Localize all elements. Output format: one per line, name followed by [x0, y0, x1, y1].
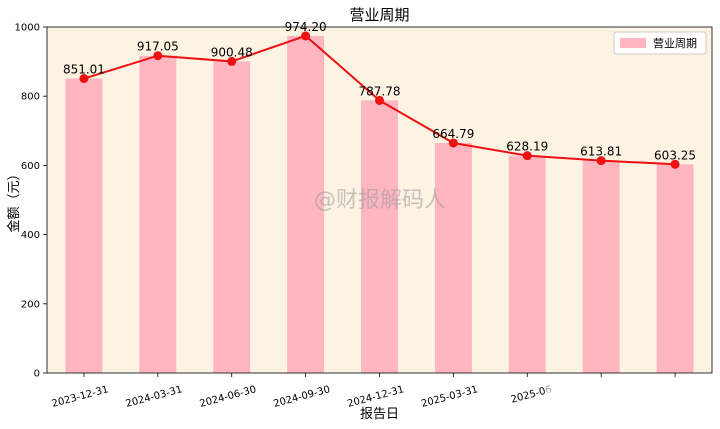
watermark-text: @财报解码人	[314, 188, 446, 213]
y-tick-label: 0	[34, 369, 40, 380]
line-series	[79, 31, 680, 169]
x-axis-title: 报告日	[360, 407, 399, 422]
x-tick-label: 2025-03-31	[420, 384, 479, 410]
legend-label: 营业周期	[653, 36, 697, 50]
bar	[65, 78, 103, 373]
bar	[582, 160, 620, 373]
data-point	[153, 51, 163, 61]
bar	[434, 142, 472, 373]
legend-swatch	[620, 38, 646, 48]
chart-title: 营业周期	[349, 6, 409, 24]
x-tick-label: 2024-09-30	[272, 384, 331, 410]
data-point	[301, 31, 311, 41]
data-label: 628.19	[506, 140, 548, 154]
x-tick-label: 2024-03-31	[125, 384, 184, 410]
y-tick-label: 400	[21, 230, 40, 241]
data-point	[448, 138, 458, 148]
y-axis-title: 金额（元）	[6, 167, 22, 232]
data-point	[522, 151, 532, 161]
data-point	[670, 159, 680, 169]
data-label: 613.81	[580, 145, 622, 159]
data-point	[79, 74, 89, 84]
bar	[287, 35, 325, 374]
bar	[508, 155, 546, 373]
data-label: 603.25	[654, 148, 696, 162]
data-label: 917.05	[137, 40, 179, 54]
data-label: 787.78	[359, 84, 401, 98]
data-point	[375, 95, 384, 105]
bar-series	[65, 35, 694, 374]
data-label: 664.79	[432, 127, 474, 141]
x-tick-label: 2023-12-31	[51, 384, 110, 410]
y-axis: 0 200 400 600 800 1000	[15, 23, 47, 380]
legend: 营业周期	[613, 31, 707, 55]
y-tick-label: 1000	[15, 23, 40, 34]
data-point	[227, 56, 237, 66]
y-tick-label: 800	[21, 92, 40, 103]
data-label: 851.01	[63, 63, 105, 77]
bar	[361, 100, 398, 373]
legend-box	[613, 31, 707, 55]
bar	[656, 164, 694, 373]
y-tick-label: 600	[21, 161, 40, 172]
y-tick-label: 200	[21, 299, 40, 310]
data-point	[596, 156, 606, 166]
bottom-right-fade-overlay	[545, 378, 720, 429]
x-tick-label: 2024-06-30	[199, 384, 258, 410]
data-label: 900.48	[211, 45, 253, 59]
bar	[213, 61, 251, 373]
bar	[139, 55, 177, 374]
